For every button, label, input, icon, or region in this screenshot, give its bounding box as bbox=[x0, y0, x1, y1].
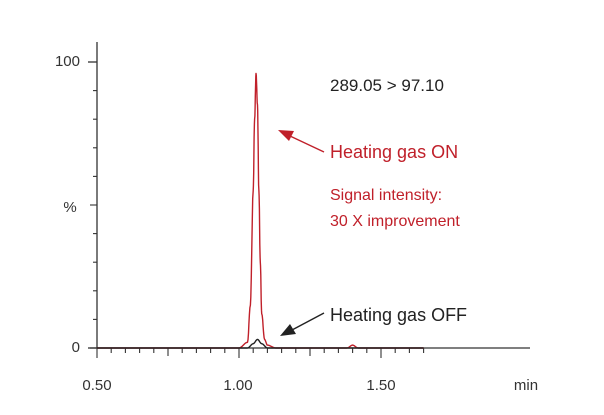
annotation-signal-intensity: Signal intensity: bbox=[330, 187, 442, 204]
y-minor-ticks bbox=[90, 90, 97, 320]
x-minor-ticks bbox=[96, 348, 425, 358]
x-tick-label-050: 0.50 bbox=[82, 377, 111, 394]
annotation-heating-gas-off: Heating gas OFF bbox=[330, 305, 467, 325]
x-tick-label-150: 1.50 bbox=[366, 377, 395, 394]
arrow-off-shaft bbox=[291, 312, 325, 331]
arrow-off-head bbox=[280, 324, 296, 336]
y-tick-label-100: 100 bbox=[55, 53, 80, 70]
y-axis-label: % bbox=[63, 199, 76, 216]
annotation-heating-gas-on: Heating gas ON bbox=[330, 142, 458, 162]
series-heating-gas-off-line bbox=[97, 338, 424, 349]
x-axis-label: min bbox=[514, 377, 538, 394]
chart-title: 289.05 > 97.10 bbox=[330, 76, 444, 95]
x-tick-label-100: 1.00 bbox=[223, 377, 252, 394]
arrow-on-head bbox=[278, 130, 294, 141]
arrow-on-shaft bbox=[289, 135, 325, 153]
y-tick-label-0: 0 bbox=[72, 339, 80, 356]
annotation-improvement: 30 X improvement bbox=[330, 213, 460, 230]
